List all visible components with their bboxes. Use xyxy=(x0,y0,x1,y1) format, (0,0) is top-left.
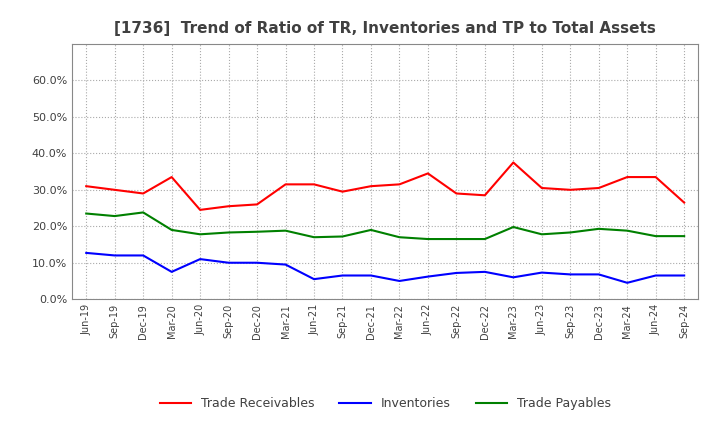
Trade Payables xyxy=(196,232,204,237)
Trade Receivables xyxy=(310,182,318,187)
Trade Receivables xyxy=(423,171,432,176)
Trade Receivables xyxy=(139,191,148,196)
Trade Receivables xyxy=(566,187,575,192)
Trade Receivables xyxy=(623,174,631,180)
Trade Receivables xyxy=(509,160,518,165)
Trade Payables xyxy=(480,236,489,242)
Trade Payables xyxy=(253,229,261,235)
Line: Inventories: Inventories xyxy=(86,253,684,283)
Trade Receivables xyxy=(196,207,204,213)
Trade Payables xyxy=(282,228,290,233)
Trade Receivables xyxy=(595,185,603,191)
Trade Payables xyxy=(110,213,119,219)
Trade Payables xyxy=(82,211,91,216)
Trade Payables xyxy=(537,232,546,237)
Inventories xyxy=(423,274,432,279)
Inventories xyxy=(395,279,404,284)
Inventories xyxy=(282,262,290,267)
Line: Trade Payables: Trade Payables xyxy=(86,213,684,239)
Inventories xyxy=(509,275,518,280)
Inventories xyxy=(110,253,119,258)
Trade Payables xyxy=(366,227,375,233)
Inventories xyxy=(595,272,603,277)
Trade Payables xyxy=(509,224,518,230)
Inventories xyxy=(680,273,688,278)
Trade Payables xyxy=(423,236,432,242)
Trade Payables xyxy=(167,227,176,233)
Trade Receivables xyxy=(395,182,404,187)
Trade Payables xyxy=(310,235,318,240)
Inventories xyxy=(167,269,176,275)
Trade Receivables xyxy=(225,204,233,209)
Trade Payables xyxy=(680,234,688,239)
Trade Payables xyxy=(225,230,233,235)
Inventories xyxy=(452,270,461,275)
Trade Receivables xyxy=(282,182,290,187)
Trade Receivables xyxy=(110,187,119,192)
Trade Receivables xyxy=(480,193,489,198)
Trade Receivables xyxy=(338,189,347,194)
Trade Receivables xyxy=(452,191,461,196)
Trade Receivables xyxy=(680,200,688,205)
Inventories xyxy=(139,253,148,258)
Trade Receivables xyxy=(253,202,261,207)
Trade Receivables xyxy=(82,183,91,189)
Line: Trade Receivables: Trade Receivables xyxy=(86,162,684,210)
Inventories xyxy=(566,272,575,277)
Trade Payables xyxy=(139,210,148,215)
Trade Payables xyxy=(395,235,404,240)
Inventories xyxy=(366,273,375,278)
Inventories xyxy=(82,250,91,256)
Trade Payables xyxy=(652,234,660,239)
Inventories xyxy=(623,280,631,286)
Trade Payables xyxy=(623,228,631,233)
Inventories xyxy=(196,257,204,262)
Trade Receivables xyxy=(537,185,546,191)
Inventories xyxy=(225,260,233,265)
Trade Receivables xyxy=(366,183,375,189)
Trade Payables xyxy=(566,230,575,235)
Inventories xyxy=(652,273,660,278)
Trade Payables xyxy=(452,236,461,242)
Inventories xyxy=(310,276,318,282)
Inventories xyxy=(253,260,261,265)
Trade Receivables xyxy=(652,174,660,180)
Inventories xyxy=(537,270,546,275)
Legend: Trade Receivables, Inventories, Trade Payables: Trade Receivables, Inventories, Trade Pa… xyxy=(155,392,616,415)
Inventories xyxy=(480,269,489,275)
Title: [1736]  Trend of Ratio of TR, Inventories and TP to Total Assets: [1736] Trend of Ratio of TR, Inventories… xyxy=(114,21,656,36)
Trade Payables xyxy=(338,234,347,239)
Trade Receivables xyxy=(167,174,176,180)
Inventories xyxy=(338,273,347,278)
Trade Payables xyxy=(595,226,603,231)
